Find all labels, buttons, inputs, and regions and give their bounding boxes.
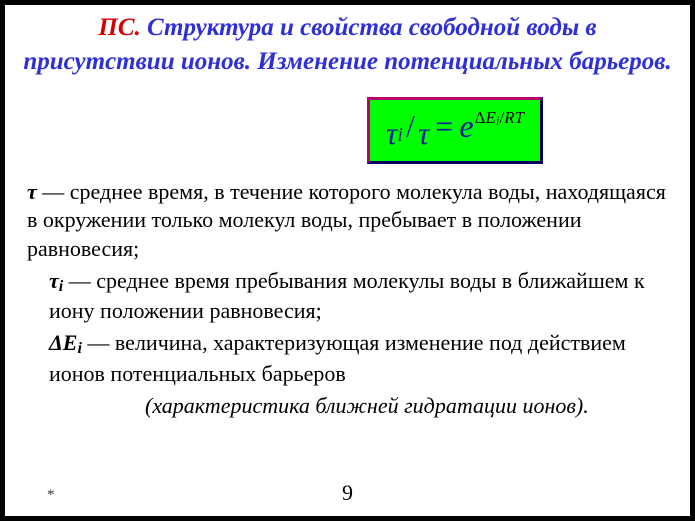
slide-title: ПС. Структура и свойства свободной воды … xyxy=(5,5,690,79)
body-text: τ — среднее время, в течение которого мо… xyxy=(5,164,690,420)
footnote-asterisk: * xyxy=(47,487,55,504)
title-prefix: ПС. xyxy=(98,14,140,41)
para-delta-e-text: — величина, характеризующая изменение по… xyxy=(49,330,626,385)
tau-i: τ xyxy=(386,114,397,150)
slash: / xyxy=(403,108,418,144)
tau-symbol: τ xyxy=(27,179,37,204)
slide: ПС. Структура и свойства свободной воды … xyxy=(5,5,690,516)
page-number: 9 xyxy=(342,480,353,506)
tau-i-symbol: τ xyxy=(49,268,59,293)
formula-container: τi/τ=eΔEi/RT xyxy=(295,97,615,165)
para-tau-i: τi — среднее время пребывания молекулы в… xyxy=(27,267,668,326)
delta-e-symbol: ΔE xyxy=(49,330,77,355)
equals: = xyxy=(429,108,459,144)
exponent: ΔEi/RT xyxy=(474,108,525,127)
para-tau-i-text: — среднее время пребывания молекулы воды… xyxy=(49,268,645,323)
e: e xyxy=(459,108,473,144)
para-delta-e: ΔEi — величина, характеризующая изменени… xyxy=(27,329,668,388)
para-tau-text: — среднее время, в течение которого моле… xyxy=(27,179,666,260)
tau: τ xyxy=(418,114,429,150)
para-tau: τ — среднее время, в течение которого мо… xyxy=(27,178,668,262)
formula-box: τi/τ=eΔEi/RT xyxy=(367,97,543,165)
characteristic-line: (характеристика ближней гидратации ионов… xyxy=(27,392,668,420)
